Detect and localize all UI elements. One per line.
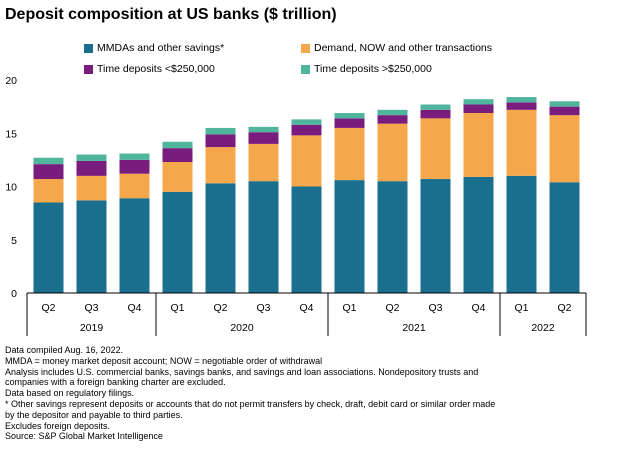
- note-line: Data compiled Aug. 16, 2022.: [5, 345, 124, 355]
- bar-segment-mmdas: [119, 198, 150, 293]
- bar-segment-mmdas: [463, 176, 494, 293]
- bar-segment-mmdas: [33, 202, 64, 293]
- bar-segment-time-small: [205, 134, 236, 148]
- bar-segment-demand: [205, 147, 236, 184]
- x-tick-label: Q2: [385, 302, 399, 314]
- x-tick-label: Q2: [41, 302, 55, 314]
- legend-swatch-time-large: [301, 64, 310, 74]
- bar-segment-demand: [463, 113, 494, 177]
- x-tick-label: Q1: [514, 302, 528, 314]
- legend-swatch-time-small: [84, 64, 93, 74]
- bar-segment-demand: [248, 143, 279, 182]
- x-tick-label: Q3: [84, 302, 98, 314]
- bar-segment-time-large: [506, 97, 537, 103]
- bar-segment-mmdas: [420, 179, 451, 293]
- bar-segment-time-small: [506, 102, 537, 110]
- bar-segment-mmdas: [334, 180, 365, 293]
- legend-swatch-mmdas: [84, 43, 93, 53]
- bar-segment-time-small: [76, 160, 107, 176]
- y-tick-label: 10: [5, 182, 17, 194]
- chart-legend: MMDAs and other savings* Demand, NOW and…: [0, 0, 624, 90]
- bar-segment-time-large: [162, 141, 193, 149]
- bar-segment-time-small: [420, 109, 451, 119]
- legend-label-demand: Demand, NOW and other transactions: [314, 42, 492, 54]
- stacked-bar-chart: 0 5 10 15 20 Q2 Q3 Q4 Q1 Q2 Q3 Q4 Q1 Q2 Q3 Q4 Q1 Q2 2019 20…: [5, 75, 587, 336]
- note-line: Excludes foreign deposits.: [5, 420, 111, 431]
- bar-segment-mmdas: [291, 186, 322, 293]
- bar-segment-time-large: [205, 127, 236, 135]
- bar-segment-mmdas: [76, 200, 107, 293]
- bar-segment-time-large: [334, 113, 365, 119]
- legend-swatch-demand: [301, 43, 310, 53]
- year-label: 2020: [230, 322, 254, 334]
- bar-segment-demand: [119, 173, 150, 199]
- legend-label-mmdas: MMDAs and other savings*: [97, 42, 225, 54]
- note-line: MMDA = money market deposit account; NOW…: [5, 355, 323, 366]
- legend-item-time-small: Time deposits <$250,000: [84, 63, 215, 75]
- bar-segment-demand: [76, 175, 107, 201]
- bar-segment-time-large: [420, 104, 451, 110]
- bar-segment-demand: [549, 115, 580, 183]
- bar-segment-time-large: [248, 126, 279, 133]
- x-tick-label: Q2: [213, 302, 227, 314]
- bar-segment-time-small: [33, 164, 64, 180]
- bar-segment-time-large: [33, 157, 64, 165]
- bar-segment-time-small: [377, 115, 408, 124]
- bar-segment-time-small: [334, 118, 365, 128]
- bar-segment-demand: [33, 179, 64, 203]
- bar-segment-mmdas: [506, 175, 537, 293]
- legend-label-time-large: Time deposits >$250,000: [314, 63, 432, 75]
- y-tick-label: 15: [5, 128, 17, 140]
- legend-item-mmdas: MMDAs and other savings*: [84, 42, 224, 54]
- bar-segment-demand: [334, 127, 365, 181]
- bar-segment-time-small: [162, 148, 193, 163]
- y-tick-label: 0: [11, 288, 17, 300]
- bar-segment-time-small: [549, 106, 580, 116]
- bar-segment-demand: [420, 118, 451, 180]
- bar-segment-mmdas: [205, 183, 236, 293]
- chart-notes: Data compiled Aug. 16, 2022. MMDA = mone…: [5, 345, 617, 442]
- bar-segment-demand: [377, 123, 408, 182]
- x-tick-label: Q4: [299, 302, 313, 314]
- source-note: Source: S&P Global Market Intelligence: [5, 431, 163, 442]
- year-label: 2022: [531, 322, 555, 334]
- bar-segment-mmdas: [549, 182, 580, 293]
- year-label: 2021: [402, 322, 426, 334]
- bar-segment-time-large: [76, 154, 107, 161]
- legend-item-time-large: Time deposits >$250,000: [301, 63, 432, 75]
- note-line: Data based on regulatory filings.: [5, 388, 135, 399]
- bar-segment-mmdas: [248, 181, 279, 293]
- x-tick-label: Q2: [557, 302, 571, 314]
- bar-segment-demand: [506, 109, 537, 176]
- bar-segment-time-large: [549, 101, 580, 107]
- x-tick-label: Q4: [127, 302, 141, 314]
- bar-segment-mmdas: [162, 191, 193, 293]
- bar-segment-time-large: [377, 109, 408, 116]
- note-line: companies with a foreign banking charter…: [5, 377, 226, 388]
- bar-segment-demand: [291, 135, 322, 187]
- y-tick-label: 5: [11, 235, 17, 247]
- legend-item-demand: Demand, NOW and other transactions: [301, 42, 492, 54]
- bar-segment-time-large: [291, 119, 322, 125]
- bar-segment-time-small: [291, 124, 322, 136]
- bar-segment-mmdas: [377, 181, 408, 293]
- y-tick-label: 20: [5, 75, 17, 87]
- note-line: by the depositor and payable to third pa…: [5, 409, 183, 420]
- bar-segment-time-large: [119, 153, 150, 160]
- bar-segment-time-large: [463, 99, 494, 105]
- chart-title: Deposit composition at US banks ($ trill…: [5, 6, 337, 23]
- note-line: * Other savings represent deposits or ac…: [5, 398, 496, 409]
- legend-label-time-small: Time deposits <$250,000: [97, 63, 215, 75]
- x-tick-label: Q3: [256, 302, 270, 314]
- bar-segment-time-small: [248, 132, 279, 144]
- x-tick-label: Q3: [428, 302, 442, 314]
- bar-segment-time-small: [463, 104, 494, 114]
- year-label: 2019: [80, 322, 104, 334]
- bar-segment-demand: [162, 162, 193, 192]
- x-tick-label: Q1: [342, 302, 356, 314]
- x-tick-label: Q4: [471, 302, 485, 314]
- note-line: Analysis includes U.S. commercial banks,…: [5, 366, 479, 377]
- x-tick-label: Q1: [170, 302, 184, 314]
- bar-segment-time-small: [119, 159, 150, 174]
